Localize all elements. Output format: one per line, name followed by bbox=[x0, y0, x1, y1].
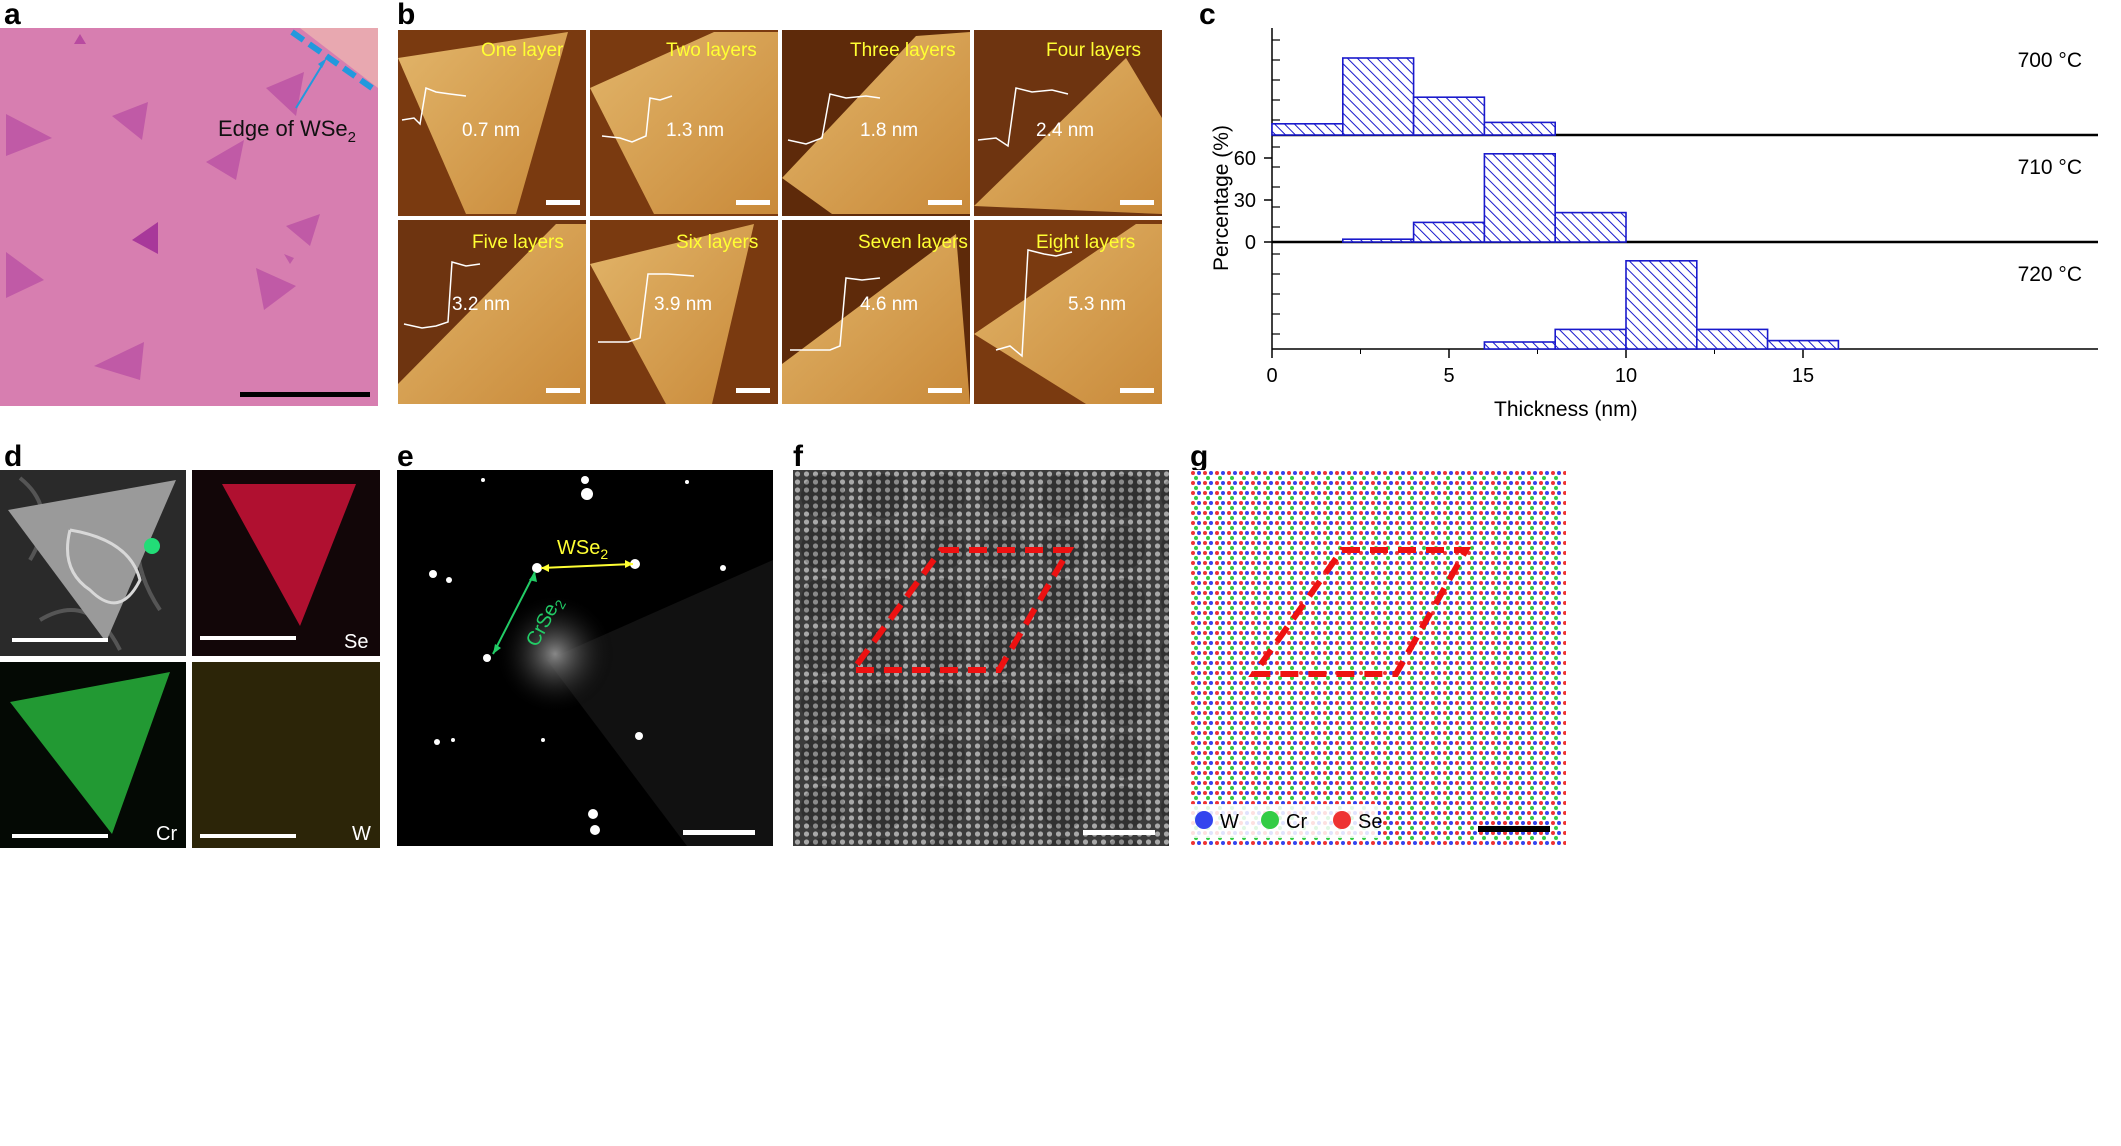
wse2-label: WSe bbox=[557, 537, 600, 559]
histogram-bar bbox=[1483, 153, 1556, 243]
tile-thickness: 1.8 nm bbox=[860, 120, 918, 141]
scale-bar-a bbox=[240, 392, 370, 397]
eds-mapping-panel-d: Se Cr W bbox=[0, 470, 380, 848]
scale-bar-d2 bbox=[200, 636, 296, 640]
panel-label-a: a bbox=[4, 0, 21, 31]
scale-bar-g bbox=[1478, 826, 1550, 832]
scale-bar-e bbox=[683, 830, 755, 835]
histogram-bar bbox=[1766, 339, 1840, 350]
tile-thickness: 5.3 nm bbox=[1068, 294, 1126, 315]
scale-bar-f bbox=[1083, 830, 1155, 835]
optical-image-panel-a: Edge of WSe2 bbox=[0, 28, 378, 406]
y-axis-label: Percentage (%) bbox=[1210, 125, 1233, 271]
afm-tile-3: Three layers 1.8 nm bbox=[782, 30, 970, 216]
tile-name: Two layers bbox=[666, 40, 757, 61]
svg-text:WSe2: WSe2 bbox=[557, 537, 608, 562]
tile-thickness: 0.7 nm bbox=[462, 120, 520, 141]
tile-thickness: 3.9 nm bbox=[654, 294, 712, 315]
afm-tile-7: Seven layers 4.6 nm bbox=[782, 220, 970, 404]
y-tick-label: 0 bbox=[1245, 232, 1256, 254]
y-tick-label: 30 bbox=[1234, 190, 1256, 212]
tile-thickness: 3.2 nm bbox=[452, 294, 510, 315]
map-label-w: W bbox=[352, 823, 371, 845]
edge-label: Edge of WSe bbox=[218, 116, 348, 141]
map-label-se: Se bbox=[344, 631, 368, 653]
y-tick-label: 60 bbox=[1234, 148, 1256, 170]
legend-label-w: W bbox=[1220, 811, 1239, 833]
histogram-bar bbox=[1695, 328, 1769, 350]
tile-name: Five layers bbox=[472, 232, 564, 253]
afm-tile-4: Four layers 2.4 nm bbox=[974, 30, 1162, 216]
series-label: 700 °C bbox=[2018, 49, 2082, 72]
tile-thickness: 4.6 nm bbox=[860, 294, 918, 315]
hrtem-image-panel-f bbox=[793, 470, 1169, 846]
x-tick-label: 5 bbox=[1443, 365, 1454, 387]
afm-grid-panel-b: One layer 0.7 nm Two layers 1.3 nm Three… bbox=[396, 28, 1164, 406]
svg-text:Edge of WSe2: Edge of WSe2 bbox=[218, 116, 356, 146]
tile-name: Seven layers bbox=[858, 232, 968, 253]
atom-legend: W Cr Se bbox=[1195, 811, 1382, 833]
histogram-bar bbox=[1483, 341, 1556, 350]
x-tick-label: 15 bbox=[1792, 365, 1814, 387]
legend-label-se: Se bbox=[1358, 811, 1382, 833]
w-map: W bbox=[192, 662, 380, 848]
tile-name: Eight layers bbox=[1036, 232, 1135, 253]
cr-map: Cr bbox=[0, 662, 186, 848]
afm-tile-1: One layer 0.7 nm bbox=[398, 30, 586, 216]
tile-thickness: 1.3 nm bbox=[666, 120, 724, 141]
histogram-bar bbox=[1342, 238, 1415, 243]
histogram-bar bbox=[1271, 123, 1344, 136]
panel-label-b: b bbox=[397, 0, 416, 31]
panel-label-c: c bbox=[1199, 0, 1216, 31]
x-tick-label: 0 bbox=[1266, 365, 1277, 387]
histogram-bar bbox=[1554, 328, 1627, 350]
saed-pattern-panel-e: WSe2 CrSe2 bbox=[397, 470, 773, 846]
legend-swatch-cr bbox=[1261, 811, 1279, 829]
histogram-bar bbox=[1412, 96, 1486, 136]
scale-bar-d1 bbox=[12, 638, 108, 642]
series-label: 710 °C bbox=[2018, 156, 2082, 179]
edge-label-subscript: 2 bbox=[348, 129, 356, 146]
histogram-bar bbox=[1342, 57, 1415, 136]
histogram-bar bbox=[1625, 260, 1698, 350]
histogram-bar bbox=[1483, 121, 1556, 136]
panel-label-d: d bbox=[4, 440, 23, 473]
map-label-cr: Cr bbox=[156, 823, 177, 845]
atomic-model-panel-g: W Cr Se bbox=[1190, 470, 1566, 846]
tile-name: Six layers bbox=[676, 232, 758, 253]
legend-swatch-w bbox=[1195, 811, 1213, 829]
panel-label-g: g bbox=[1190, 440, 1209, 473]
series-label: 720 °C bbox=[2018, 263, 2082, 286]
histogram-bar bbox=[1554, 211, 1627, 243]
panel-label-e: e bbox=[397, 440, 414, 473]
se-map: Se bbox=[192, 470, 380, 656]
scale-bar-d4 bbox=[200, 834, 296, 838]
legend-label-cr: Cr bbox=[1286, 811, 1307, 833]
panel-label-f: f bbox=[793, 440, 803, 473]
scale-bar-d3 bbox=[12, 834, 108, 838]
histogram-bar bbox=[1412, 221, 1486, 243]
x-tick-label: 10 bbox=[1615, 365, 1637, 387]
thickness-histogram-chart: 0 30 60 0 5 10 15 Thickness (nm) Percentage (%) 7… bbox=[1210, 28, 2098, 421]
tile-name: Three layers bbox=[850, 40, 956, 61]
tile-name: Four layers bbox=[1046, 40, 1141, 61]
legend-swatch-se bbox=[1333, 811, 1351, 829]
tile-thickness: 2.4 nm bbox=[1036, 120, 1094, 141]
x-axis-label: Thickness (nm) bbox=[1494, 398, 1638, 421]
tile-name: One layer bbox=[481, 40, 564, 61]
afm-tile-8: Eight layers 5.3 nm bbox=[974, 220, 1162, 404]
afm-tile-5: Five layers 3.2 nm bbox=[398, 220, 586, 404]
wse2-label-subscript: 2 bbox=[600, 546, 608, 562]
afm-tile-2: Two layers 1.3 nm bbox=[590, 30, 778, 216]
afm-tile-6: Six layers 3.9 nm bbox=[590, 220, 778, 404]
